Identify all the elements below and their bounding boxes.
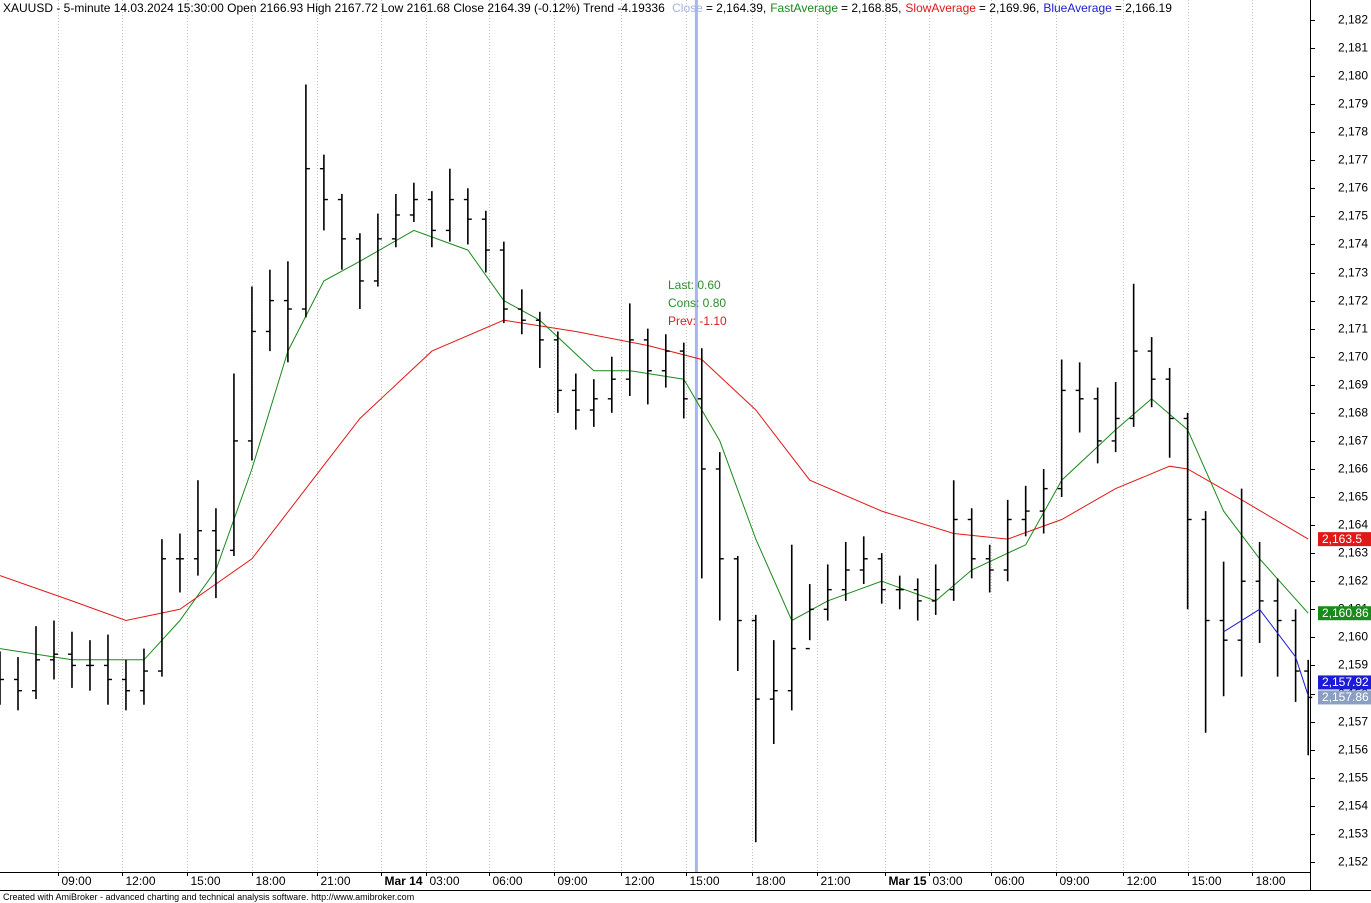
y-tick-label: 2,170 [1338, 350, 1368, 364]
x-tick-label: 21:00 [821, 874, 851, 888]
y-tick-label: 2,156 [1338, 743, 1368, 757]
y-tick-label: 2,179 [1338, 97, 1368, 111]
ohlc-bars [0, 84, 1313, 843]
y-tick-label: 2,174 [1338, 237, 1368, 251]
x-tick-label: 15:00 [1192, 874, 1222, 888]
footer: Created with AmiBroker - advanced charti… [3, 892, 415, 902]
legend-value: = 2,169.96, [978, 1, 1040, 15]
legend-name: Close [672, 1, 703, 15]
y-tick-label: 2,155 [1338, 771, 1368, 785]
y-tick-label: 2,171 [1338, 322, 1368, 336]
x-tick-label: 18:00 [256, 874, 286, 888]
last-value-label: 2,160.86 [1322, 606, 1369, 620]
y-tick-label: 2,181 [1338, 41, 1368, 55]
y-tick-label: 2,160 [1338, 630, 1368, 644]
y-tick-label: 2,154 [1338, 799, 1368, 813]
annotation: Cons: 0.80 [668, 296, 727, 310]
x-tick-label: 09:00 [62, 874, 92, 888]
x-tick-label: Mar 14 [385, 874, 423, 888]
legend-name: FastAverage [770, 1, 839, 15]
last-value-label: 2,163.5 [1322, 532, 1362, 546]
last-value-box [1318, 606, 1371, 621]
line-blueaverage [1223, 608, 1309, 696]
y-tick-label: 2,176 [1338, 181, 1368, 195]
x-tick-label: 12:00 [126, 874, 156, 888]
last-value-box [1318, 675, 1371, 690]
chart-header: XAUUSD - 5-minute 14.03.2024 15:30:00 Op… [3, 1, 1176, 15]
y-tick-label: 2,153 [1338, 827, 1368, 841]
x-tick-label: 18:00 [1256, 874, 1286, 888]
annotation: Prev: -1.10 [668, 314, 727, 328]
y-tick-label: 2,162 [1338, 574, 1368, 588]
y-tick-label: 2,173 [1338, 266, 1368, 280]
last-value-label: 2,157.92 [1322, 675, 1369, 689]
last-value-box [1318, 532, 1371, 547]
y-tick-label: 2,178 [1338, 125, 1368, 139]
y-tick-label: 2,159 [1338, 658, 1368, 672]
y-tick-label: 2,157 [1338, 715, 1368, 729]
annotations: Last: 0.60 Cons: 0.80 Prev: -1.10 [668, 276, 727, 330]
y-tick-label: 2,180 [1338, 69, 1368, 83]
y-tick-label: 2,175 [1338, 209, 1368, 223]
x-tick-label: 15:00 [690, 874, 720, 888]
y-tick-label: 2,167 [1338, 434, 1368, 448]
last-value-label: 2,157.86 [1322, 690, 1369, 704]
x-tick-label: 09:00 [558, 874, 588, 888]
legend-name: SlowAverage [905, 1, 976, 15]
y-tick-label: 2,166 [1338, 462, 1368, 476]
x-tick-label: Mar 15 [889, 874, 927, 888]
y-tick-label: 2,169 [1338, 378, 1368, 392]
y-tick-label: 2,164 [1338, 518, 1368, 532]
x-tick-label: 12:00 [1127, 874, 1157, 888]
x-tick-label: 18:00 [756, 874, 786, 888]
x-tick-label: 03:00 [933, 874, 963, 888]
x-tick-label: 15:00 [191, 874, 221, 888]
y-tick-label: 2,168 [1338, 406, 1368, 420]
plot-area [0, 0, 1310, 872]
chart-title: XAUUSD - 5-minute 14.03.2024 15:30:00 Op… [3, 1, 665, 15]
y-tick-label: 2,182 [1338, 13, 1368, 27]
annotation: Last: 0.60 [668, 278, 721, 292]
x-tick-label: 12:00 [625, 874, 655, 888]
legend-value: = 2,166.19 [1114, 1, 1172, 15]
x-tick-label: 03:00 [430, 874, 460, 888]
y-tick-label: 2,165 [1338, 490, 1368, 504]
y-tick-label: 2,152 [1338, 855, 1368, 869]
x-tick-label: 21:00 [321, 874, 351, 888]
legend-name: BlueAverage [1043, 1, 1112, 15]
legend-value: = 2,168.85, [841, 1, 902, 15]
y-tick-label: 2,163 [1338, 546, 1368, 560]
x-tick-label: 06:00 [995, 874, 1025, 888]
x-tick-label: 09:00 [1060, 874, 1090, 888]
x-tick-label: 06:00 [493, 874, 523, 888]
y-tick-label: 2,177 [1338, 153, 1368, 167]
y-tick-label: 2,172 [1338, 294, 1368, 308]
legend-value: = 2,164.39, [705, 1, 767, 15]
last-value-box [1318, 690, 1371, 705]
